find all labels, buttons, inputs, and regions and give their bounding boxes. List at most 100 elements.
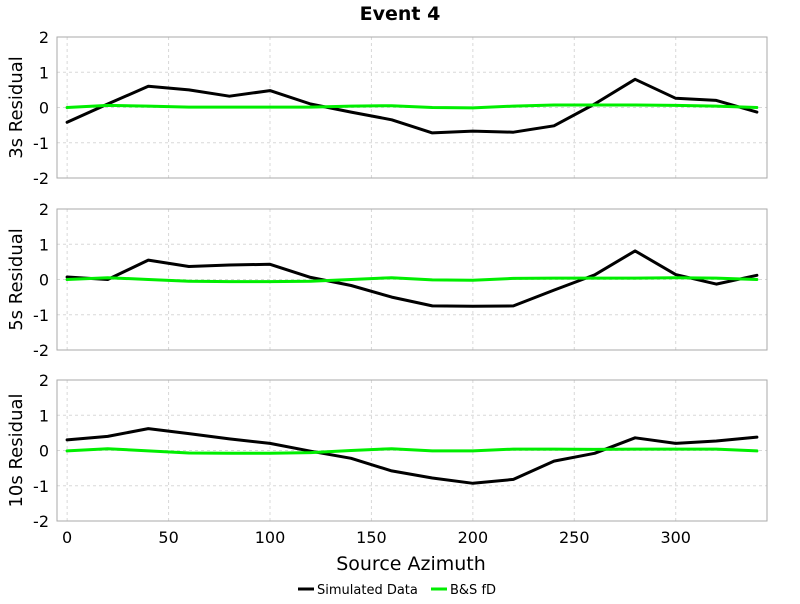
y-tick-label: 2 — [39, 200, 49, 219]
data-point — [756, 111, 758, 113]
data-point — [66, 106, 68, 109]
series-line-simulated-data — [65, 427, 759, 485]
data-point — [756, 278, 758, 281]
data-point — [674, 442, 677, 445]
data-point — [188, 106, 190, 108]
data-point — [472, 450, 474, 452]
data-point — [188, 265, 190, 268]
data-point — [512, 277, 515, 280]
data-point — [553, 289, 555, 291]
data-point — [269, 452, 271, 455]
chart-panel-1: -2 -1 0 1 2 3s Residual — [6, 28, 768, 188]
data-point — [228, 280, 231, 283]
data-point — [431, 450, 434, 452]
data-point — [66, 450, 68, 452]
y-tick-label: 1 — [39, 63, 49, 82]
data-point — [715, 99, 718, 102]
data-point — [634, 277, 636, 279]
data-point — [715, 283, 718, 285]
data-point — [147, 85, 150, 88]
legend-label-bs-fd: B&S fD — [450, 583, 496, 598]
data-point — [350, 457, 352, 460]
data-point — [309, 103, 312, 105]
data-point — [106, 447, 109, 450]
x-tick-label: 50 — [158, 528, 178, 547]
y-tick-label: 0 — [39, 271, 49, 290]
data-point — [593, 274, 596, 276]
data-point — [634, 104, 636, 106]
x-tick-label: 0 — [62, 528, 72, 547]
data-point — [309, 276, 312, 279]
data-point — [350, 105, 352, 107]
data-point — [553, 104, 555, 106]
data-point — [66, 276, 68, 278]
data-point — [390, 296, 393, 298]
series-line-simulated-data — [65, 77, 759, 135]
data-point — [756, 436, 758, 438]
data-point — [188, 432, 190, 435]
data-point — [472, 107, 474, 109]
data-point — [269, 106, 271, 108]
data-point — [147, 427, 150, 430]
x-tick-label: 100 — [255, 528, 286, 547]
data-point — [756, 106, 758, 109]
x-tick-label: 250 — [559, 528, 590, 547]
data-point — [512, 305, 515, 307]
data-point — [634, 437, 636, 439]
data-point — [431, 132, 434, 134]
data-point — [390, 447, 393, 450]
data-point — [350, 449, 352, 452]
chart-panel-2: -2 -1 0 1 2 5s Residual — [6, 200, 768, 360]
data-point — [228, 264, 231, 266]
data-point — [106, 276, 109, 279]
data-point — [472, 130, 474, 132]
data-point — [309, 280, 312, 283]
plot-frame — [56, 379, 768, 522]
x-axis-label: Source Azimuth — [336, 553, 486, 575]
data-point — [715, 277, 718, 279]
data-point — [431, 106, 434, 109]
data-point — [350, 278, 352, 281]
data-point — [66, 121, 68, 124]
data-point — [674, 97, 677, 100]
data-point — [634, 250, 636, 252]
series-line-simulated-data — [65, 249, 759, 308]
legend: Simulated Data B&S fD — [298, 583, 496, 598]
data-point — [188, 280, 190, 283]
data-point — [390, 104, 393, 107]
data-point — [553, 125, 555, 127]
data-point — [715, 105, 718, 107]
data-point — [472, 305, 474, 308]
data-point — [472, 279, 474, 282]
data-point — [756, 274, 758, 277]
data-point — [106, 104, 109, 107]
y-tick-label: 1 — [39, 406, 49, 425]
data-point — [634, 448, 636, 450]
y-tick-label: -1 — [33, 306, 49, 325]
chart-panel-3: -2 -1 0 1 2 10s Residual 0 50 100 150 200 250 300 — [6, 371, 768, 547]
y-tick-label: 0 — [39, 442, 49, 461]
y-axis-label: 3s Residual — [6, 56, 27, 159]
plot-frame — [56, 208, 768, 351]
data-point — [309, 106, 312, 108]
data-point — [188, 452, 190, 454]
y-tick-label: -2 — [33, 512, 49, 531]
data-point — [390, 470, 393, 472]
data-point — [431, 279, 434, 281]
data-point — [269, 442, 271, 445]
data-point — [147, 450, 150, 452]
data-point — [512, 131, 515, 133]
x-tick-label: 200 — [458, 528, 489, 547]
data-point — [593, 104, 596, 106]
data-point — [431, 305, 434, 307]
data-point — [674, 273, 677, 276]
data-point — [269, 280, 271, 283]
chart-panels: -2 -1 0 1 2 3s Residual -2 -1 0 1 2 5s Residual -2 -1… — [6, 28, 768, 547]
data-point — [431, 477, 434, 479]
data-point — [269, 89, 271, 92]
data-point — [228, 95, 231, 98]
plot-frame — [56, 36, 768, 179]
y-tick-label: -1 — [33, 477, 49, 496]
